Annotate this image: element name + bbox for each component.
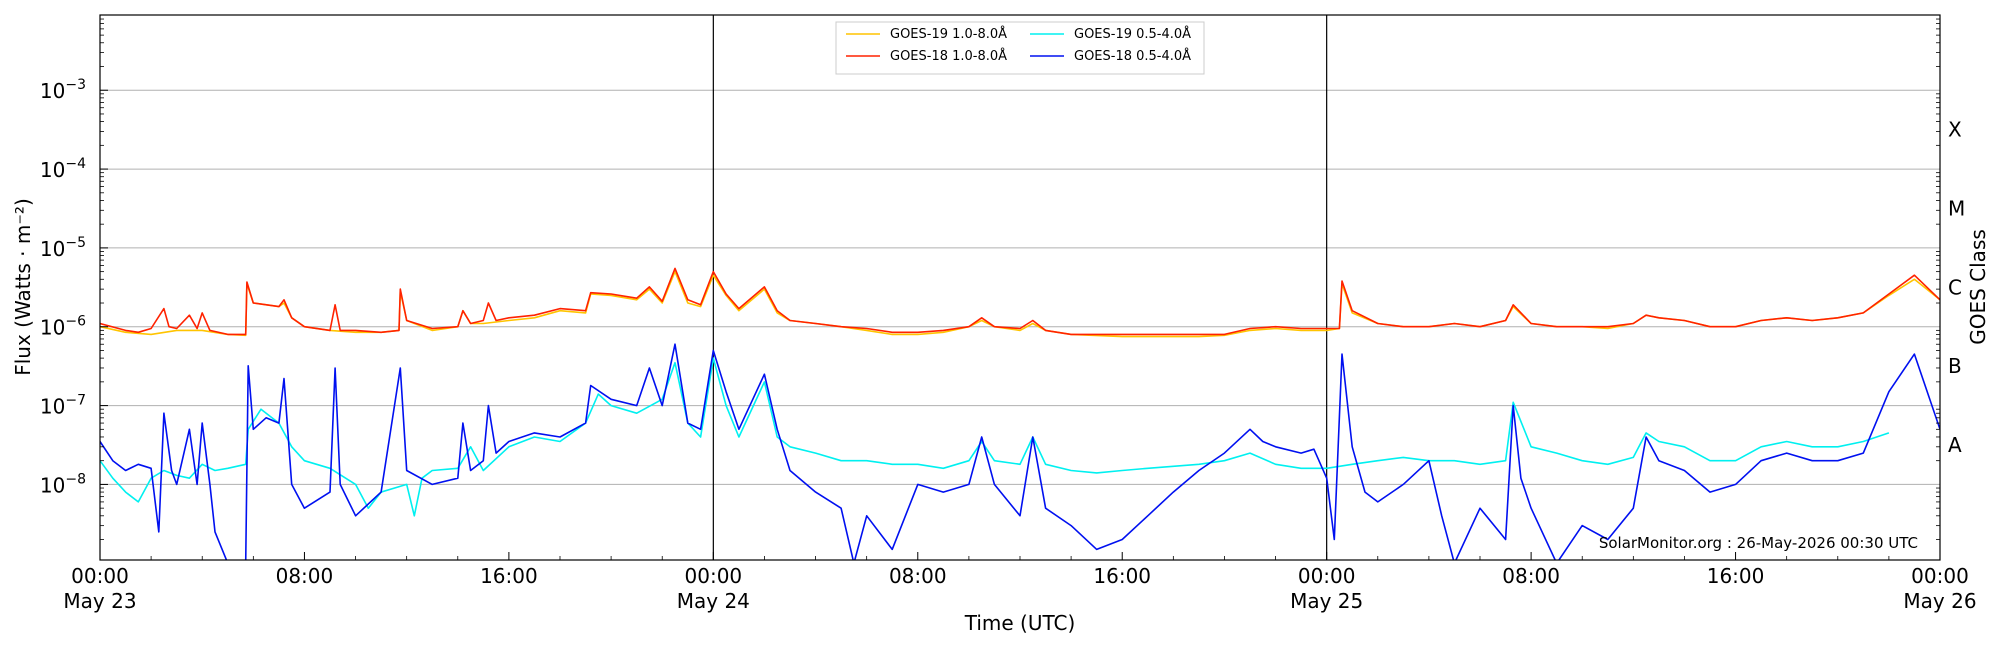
legend: GOES-19 1.0-8.0Å GOES-18 1.0-8.0Å GOES-19 … [835, 21, 1205, 75]
x-tick-label: 16:00 [1093, 564, 1151, 588]
x-tick-label: 08:00 [276, 564, 334, 588]
y-tick-label: 10−5 [40, 235, 86, 261]
x-tick-label: 16:00 [1707, 564, 1765, 588]
y-axis: 10−8 10−7 10−6 10−5 10−4 10−3 [40, 18, 1940, 540]
series-line-3 [100, 357, 1890, 517]
x-tick-date-label: May 25 [1290, 589, 1363, 613]
series-line-4 [100, 343, 1940, 560]
credit-annotation: SolarMonitor.org : 26-May-2026 00:30 UTC [1599, 534, 1918, 552]
x-tick-label: 00:00 [685, 564, 743, 588]
x-tick-label: 08:00 [1502, 564, 1560, 588]
series-line-2 [100, 267, 1940, 336]
y-tick-label: 10−6 [40, 314, 86, 340]
y-axis-label: Flux (Watts · m⁻²) [11, 198, 35, 376]
legend-label: GOES-19 1.0-8.0Å [890, 26, 1007, 42]
x-tick-date-label: May 26 [1903, 589, 1976, 613]
legend-label: GOES-18 0.5-4.0Å [1074, 48, 1191, 64]
goes-class-a: A [1948, 433, 1962, 457]
goes-class-b: B [1948, 354, 1962, 378]
x-tick-date-label: May 23 [63, 589, 136, 613]
y-tick-label: 10−3 [40, 77, 86, 103]
day-boundaries [712, 15, 1328, 560]
x-axis-label: Time (UTC) [964, 611, 1076, 635]
goes-class-label: GOES Class [1966, 229, 1990, 345]
legend-label: GOES-19 0.5-4.0Å [1074, 26, 1191, 42]
y-tick-label: 10−7 [40, 393, 86, 419]
legend-box [835, 21, 1205, 75]
goes-class-axis: A B C M X [1948, 118, 1965, 457]
y-tick-label: 10−4 [40, 156, 86, 182]
grid [100, 89, 1940, 485]
x-tick-label: 00:00 [1298, 564, 1356, 588]
goes-class-c: C [1948, 275, 1962, 299]
x-tick-label: 16:00 [480, 564, 538, 588]
plot-frame [99, 14, 1941, 561]
x-tick-date-label: May 24 [677, 589, 750, 613]
goes-class-m: M [1948, 196, 1965, 220]
series-group [100, 267, 1940, 560]
legend-label: GOES-18 1.0-8.0Å [890, 48, 1007, 64]
x-tick-label: 08:00 [889, 564, 947, 588]
x-tick-label: 00:00 [71, 564, 129, 588]
y-tick-label: 10−8 [40, 471, 86, 497]
goes-class-x: X [1948, 118, 1962, 142]
x-tick-label: 00:00 [1911, 564, 1969, 588]
